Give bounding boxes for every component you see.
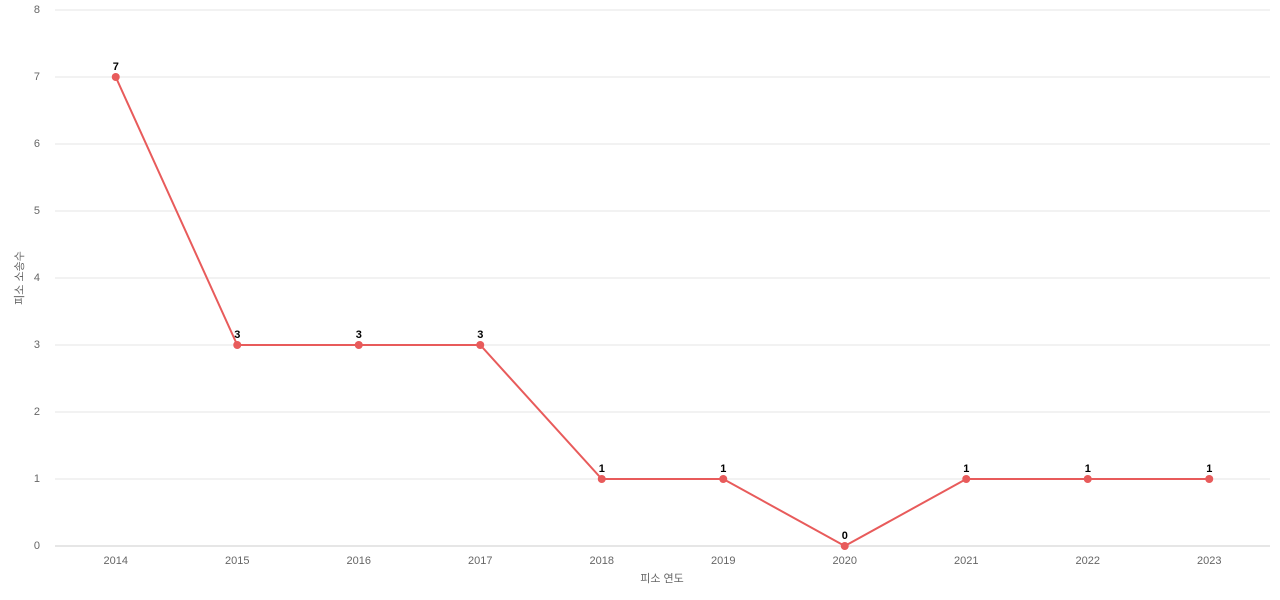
point — [476, 341, 485, 349]
y-tick-label: 2 — [34, 406, 40, 418]
data-label: 7 — [113, 61, 119, 73]
y-tick-label: 0 — [34, 540, 40, 552]
x-tick-label: 2018 — [590, 555, 614, 567]
y-tick-label: 4 — [34, 272, 40, 284]
x-tick-label: 2015 — [225, 555, 249, 567]
data-label: 1 — [963, 463, 969, 475]
point — [597, 475, 606, 483]
point — [1205, 475, 1214, 483]
point — [233, 341, 242, 349]
point — [840, 542, 849, 550]
x-tick-label: 2021 — [954, 555, 978, 567]
x-axis-label: 피소 연도 — [640, 572, 684, 585]
data-label: 1 — [1206, 463, 1212, 475]
x-tick-label: 2022 — [1076, 555, 1100, 567]
data-label: 1 — [599, 463, 605, 475]
y-axis-label: 피소 소송수 — [13, 251, 26, 305]
y-tick-label: 6 — [34, 138, 40, 150]
y-tick-label: 5 — [34, 205, 40, 217]
y-tick-label: 7 — [34, 71, 40, 83]
x-tick-label: 2016 — [347, 555, 371, 567]
x-tick-label: 2014 — [104, 555, 128, 567]
data-label: 1 — [1085, 463, 1091, 475]
data-label: 0 — [842, 530, 848, 542]
y-tick-label: 8 — [34, 4, 40, 16]
x-tick-label: 2020 — [833, 555, 857, 567]
data-label: 3 — [477, 329, 483, 341]
x-tick-label: 2019 — [711, 555, 735, 567]
data-label: 1 — [720, 463, 726, 475]
line — [114, 76, 1210, 548]
data-label: 3 — [234, 329, 240, 341]
point — [962, 475, 971, 483]
x-tick-label: 2023 — [1197, 555, 1221, 567]
y-tick-label: 3 — [34, 339, 40, 351]
y-tick-label: 1 — [34, 473, 40, 485]
point — [1083, 475, 1092, 483]
point — [354, 341, 363, 349]
x-tick-label: 2017 — [468, 555, 492, 567]
point — [719, 475, 728, 483]
point — [111, 73, 120, 81]
data-label: 3 — [356, 329, 362, 341]
